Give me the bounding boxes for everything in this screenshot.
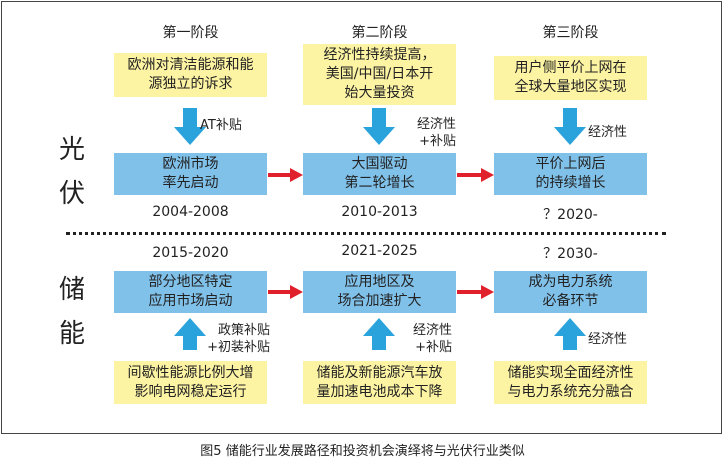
pv-years-2: 2010-2013 xyxy=(341,204,418,220)
storage-phase-3: 成为电力系统 必备环节 xyxy=(494,271,647,313)
section-divider xyxy=(66,232,666,235)
pv-years-1: 2004-2008 xyxy=(152,204,229,220)
pv-driver-1: 欧洲对清洁能源和能 源独立的诉求 xyxy=(114,53,267,97)
pv-arrow-label-1: AT补贴 xyxy=(200,118,242,133)
diagram-frame xyxy=(1,1,722,434)
pv-phase-2: 大国驱动 第二轮增长 xyxy=(303,153,456,195)
down-arrow-2 xyxy=(363,108,395,145)
storage-driver-2: 储能及新能源汽车放 量加速电池成本下降 xyxy=(303,361,456,404)
pv-label: 光伏 xyxy=(52,128,92,216)
pv-phase-1: 欧洲市场 率先启动 xyxy=(114,153,267,195)
pv-phase-3: 平价上网后 的持续增长 xyxy=(494,153,647,195)
storage-driver-1: 间歇性能源比例大增 影响电网稳定运行 xyxy=(114,361,267,404)
storage-phase-1: 部分地区特定 应用市场启动 xyxy=(114,271,267,313)
flow-arrow-st-1 xyxy=(268,285,303,299)
storage-years-1: 2015-2020 xyxy=(152,245,229,261)
storage-phase-2: 应用地区及 场合加速扩大 xyxy=(303,271,456,313)
down-arrow-1 xyxy=(174,108,206,145)
flow-arrow-st-2 xyxy=(457,285,494,299)
stage-title-3: 第三阶段 xyxy=(542,25,599,41)
flow-arrow-pv-2 xyxy=(457,168,494,182)
figure-caption: 图5 储能行业发展路径和投资机会演绎将与光伏行业类似 xyxy=(200,444,525,459)
storage-years-2: 2021-2025 xyxy=(341,243,418,259)
storage-arrow-label-2: 经济性 +补贴 xyxy=(412,323,452,355)
pv-driver-2: 经济性持续提高， 美国/中国/日本开 始大量投资 xyxy=(303,44,456,105)
storage-driver-3: 储能实现全面经济性 与电力系统充分融合 xyxy=(494,361,647,404)
storage-arrow-label-3: 经济性 xyxy=(588,332,628,347)
stage-title-1: 第一阶段 xyxy=(162,25,219,41)
pv-years-3: ？2020- xyxy=(543,207,598,223)
pv-arrow-label-3: 经济性 xyxy=(588,125,628,140)
up-arrow-3 xyxy=(554,318,586,350)
up-arrow-2 xyxy=(363,318,395,350)
storage-label-text: 储能 xyxy=(59,275,86,349)
flow-arrow-pv-1 xyxy=(268,168,303,182)
pv-label-text: 光伏 xyxy=(59,135,86,209)
stage-title-2: 第二阶段 xyxy=(351,25,408,41)
pv-driver-3: 用户侧平价上网在 全球大量地区实现 xyxy=(494,56,647,100)
up-arrow-1 xyxy=(174,318,206,350)
storage-years-3: ？2030- xyxy=(543,246,598,262)
storage-arrow-label-1: 政策补贴 +初装补贴 xyxy=(207,323,270,355)
storage-label: 储能 xyxy=(52,268,92,356)
down-arrow-3 xyxy=(554,108,586,145)
pv-arrow-label-2: 经济性 +补贴 xyxy=(416,117,456,149)
